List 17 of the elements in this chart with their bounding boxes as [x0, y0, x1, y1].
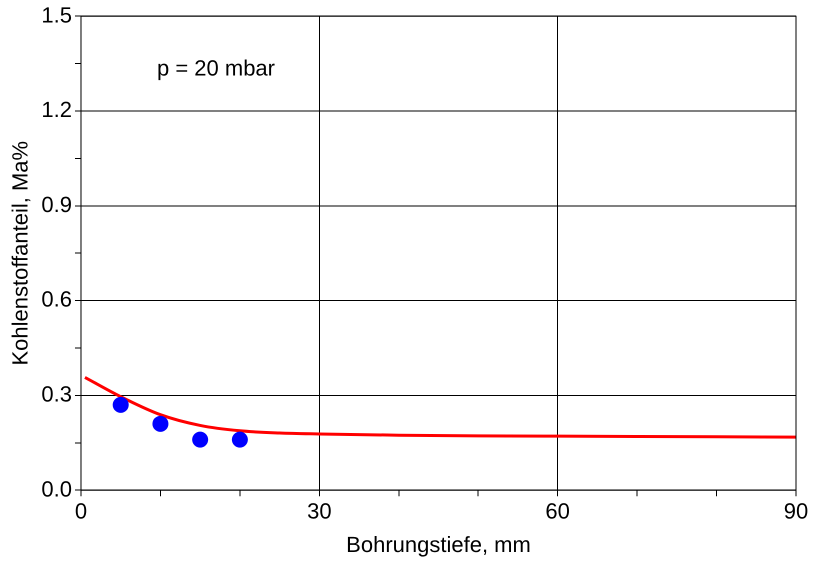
x-tick-label: 30	[307, 498, 332, 524]
point	[112, 396, 129, 413]
y-tick-label: 1.5	[41, 2, 72, 28]
x-tick-label: 0	[74, 498, 88, 524]
x-axis-title: Bohrungstiefe, mm	[346, 532, 531, 557]
y-tick-label: 0.3	[41, 381, 72, 406]
x-tick-label: 60	[545, 498, 570, 524]
y-tick-label: 1.2	[41, 97, 72, 122]
point	[192, 432, 208, 448]
x-tick-label: 90	[784, 498, 808, 524]
point	[152, 416, 168, 432]
y-tick-label: 0.6	[41, 286, 72, 312]
y-tick-label: 0.9	[41, 192, 72, 217]
annotation: p = 20 mbar	[156, 55, 275, 80]
y-tick-label: 0.0	[41, 476, 72, 502]
y-axis-title: Kohlenstoffanteil, Ma%	[7, 140, 32, 366]
point	[232, 432, 248, 448]
